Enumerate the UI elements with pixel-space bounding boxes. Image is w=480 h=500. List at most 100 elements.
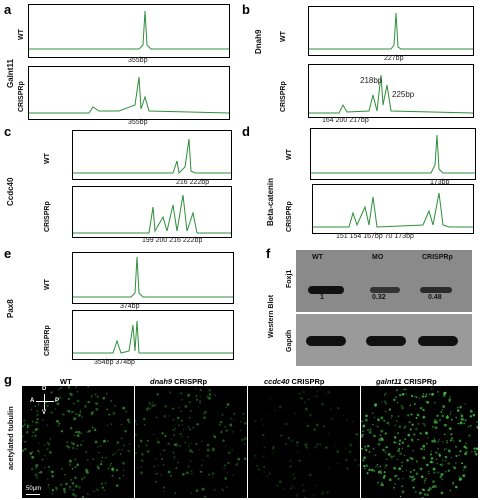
cilia-spot <box>291 439 294 442</box>
trace-note-crispr-e: 354bp 374bp <box>94 359 135 366</box>
cilia-spot <box>122 406 126 410</box>
cilia-spot <box>468 434 471 437</box>
cilia-spot <box>107 440 109 443</box>
cilia-spot <box>22 449 24 452</box>
cilia-spot <box>60 387 62 389</box>
cilia-spot <box>383 400 387 403</box>
cilia-spot <box>189 449 192 453</box>
cilia-spot <box>413 477 416 481</box>
cilia-spot <box>50 470 54 474</box>
cilia-spot <box>154 480 157 483</box>
cilia-spot <box>50 391 53 394</box>
cilia-spot <box>70 478 73 481</box>
cilia-spot <box>384 394 386 396</box>
cilia-spot <box>174 492 177 495</box>
cilia-spot <box>269 397 271 399</box>
cilia-spot <box>417 423 420 425</box>
cilia-spot <box>298 459 301 462</box>
cilia-spot <box>380 482 383 485</box>
cilia-spot <box>401 441 404 444</box>
cilia-spot <box>56 402 60 406</box>
cilia-spot <box>268 472 271 475</box>
cilia-spot <box>336 450 340 453</box>
cilia-spot <box>145 444 149 447</box>
cilia-spot <box>475 447 478 451</box>
cilia-spot <box>67 446 71 449</box>
cilia-spot <box>434 426 438 430</box>
cilia-spot <box>127 449 130 453</box>
cilia-spot <box>427 489 430 492</box>
cilia-spot <box>243 417 245 419</box>
cilia-spot <box>362 459 365 462</box>
cilia-spot <box>449 439 452 442</box>
cilia-spot <box>71 467 74 470</box>
cilia-spot <box>85 468 88 472</box>
cilia-spot <box>373 434 376 438</box>
cilia-spot <box>289 450 291 452</box>
micro-image-ccdc40 <box>248 386 360 498</box>
cilia-spot <box>421 496 424 498</box>
trace-crispr-d <box>312 184 474 234</box>
cilia-spot <box>428 472 430 475</box>
blot-col-mo: MO <box>372 254 384 261</box>
cilia-spot <box>403 454 406 457</box>
cilia-spot <box>469 415 473 418</box>
cilia-spot <box>61 413 64 415</box>
cilia-spot <box>233 412 236 415</box>
cilia-spot <box>125 410 128 413</box>
cilia-spot <box>431 485 435 489</box>
cilia-spot <box>161 432 164 435</box>
cilia-spot <box>289 487 292 490</box>
cilia-spot <box>398 425 402 429</box>
cilia-spot <box>460 418 462 420</box>
cilia-spot <box>177 461 179 464</box>
cilia-spot <box>100 445 102 447</box>
cilia-spot <box>75 430 78 433</box>
cilia-spot <box>431 439 434 443</box>
cilia-spot <box>471 451 473 453</box>
cilia-spot <box>271 447 275 450</box>
cilia-spot <box>412 433 416 436</box>
cilia-spot <box>447 449 451 453</box>
cilia-spot <box>90 413 93 416</box>
cilia-spot <box>298 392 301 395</box>
cilia-spot <box>103 439 106 443</box>
cilia-spot <box>79 412 81 414</box>
cilia-spot <box>26 430 29 434</box>
cilia-spot <box>365 464 368 467</box>
band-gapdh-mo <box>366 336 406 346</box>
cilia-spot <box>74 458 77 461</box>
cilia-spot <box>377 470 381 474</box>
cilia-spot <box>118 477 121 480</box>
cilia-spot <box>416 413 420 417</box>
cilia-spot <box>415 472 419 476</box>
cilia-spot <box>47 465 51 469</box>
cilia-spot <box>69 392 71 395</box>
cilia-spot <box>111 467 115 471</box>
cilia-spot <box>35 476 39 479</box>
cilia-spot <box>208 388 211 392</box>
cilia-spot <box>24 447 27 451</box>
cilia-spot <box>103 489 105 492</box>
cilia-spot <box>433 485 436 487</box>
cilia-spot <box>380 401 383 403</box>
cilia-spot <box>90 396 93 398</box>
trace-wt-c <box>72 130 232 180</box>
cilia-spot <box>422 444 426 448</box>
cilia-spot <box>417 438 419 441</box>
cilia-spot <box>23 419 26 422</box>
cilia-spot <box>94 393 97 396</box>
cilia-spot <box>168 415 170 417</box>
cilia-spot <box>404 438 407 440</box>
cilia-spot <box>438 454 442 457</box>
cilia-spot <box>398 447 401 450</box>
cilia-spot <box>162 463 165 466</box>
cilia-spot <box>72 488 75 492</box>
cilia-spot <box>74 476 77 479</box>
cilia-spot <box>399 393 402 397</box>
cilia-spot <box>283 488 286 490</box>
cilia-spot <box>450 433 453 436</box>
cilia-spot <box>449 427 452 431</box>
cilia-spot <box>67 445 70 448</box>
cilia-spot <box>396 388 399 391</box>
